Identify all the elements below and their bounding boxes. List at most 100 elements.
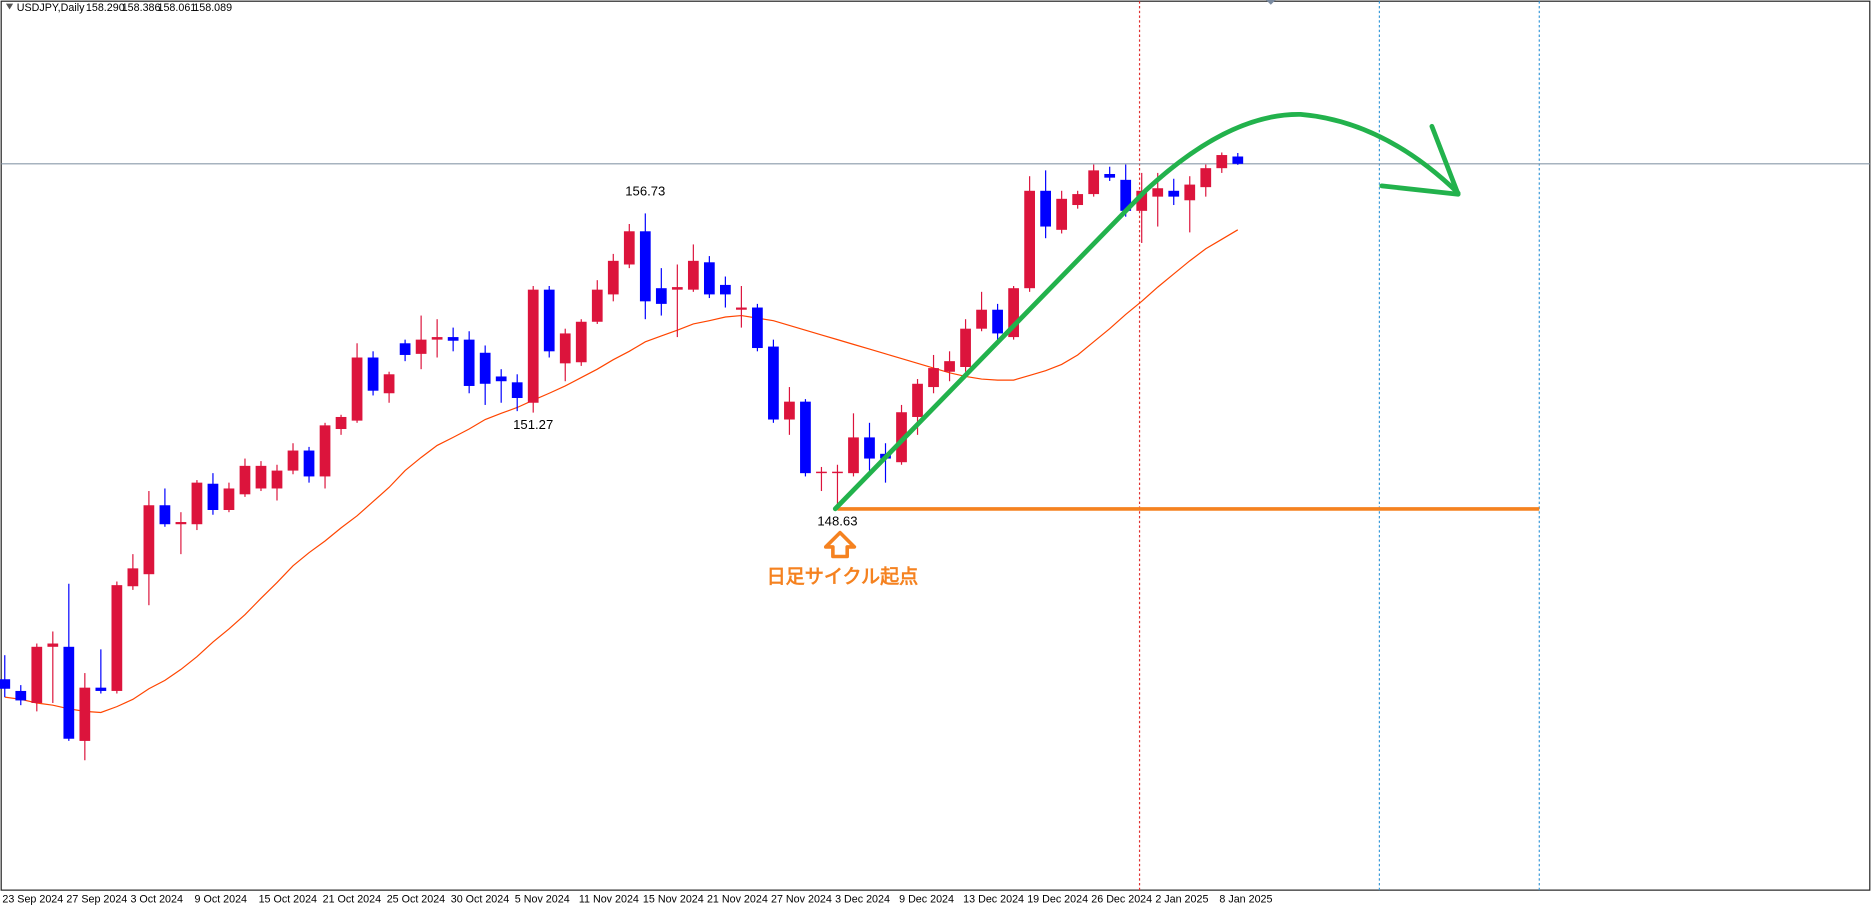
candle-body [1216,155,1228,169]
candle-body [1184,184,1196,201]
candle-body [1232,156,1244,164]
candle-body [1152,188,1164,197]
candle-body [928,368,939,388]
x-tick-label: 21 Oct 2024 [323,893,381,905]
candle-body [431,337,443,340]
candle-body [95,687,107,691]
candle-body [1136,190,1148,211]
quote: 158.386 [122,2,161,14]
moving-average [4,229,1239,714]
candle-body [655,288,667,304]
candle-body [159,505,171,525]
candle-body [960,328,971,367]
candle-body [816,471,827,474]
candle-body [335,416,347,430]
candle-body [1104,174,1116,178]
candle-body [703,262,715,295]
candle-body [1072,194,1084,206]
candle-body [79,687,91,741]
candle-body [912,383,923,417]
arrow-head [1379,123,1461,197]
candle-body [976,309,987,329]
candle-body [383,374,395,394]
x-tick-label: 15 Nov 2024 [643,893,704,905]
candle-body [1040,190,1052,227]
candle-body [768,346,779,420]
x-tick-label: 3 Dec 2024 [835,893,890,905]
candle-body [864,437,875,459]
candle-body [527,289,539,403]
candle-body [255,465,267,489]
candle-body [784,401,795,420]
candle-body [303,450,315,477]
chart-title: USDJPY,Daily [17,2,85,14]
candle-body [63,646,75,739]
candle-body [992,309,1003,334]
candle-body [463,339,475,386]
candle-body [639,231,651,302]
x-tick-label: 13 Dec 2024 [963,893,1024,905]
x-tick-label: 9 Dec 2024 [899,893,954,905]
candle-body [319,425,331,477]
candle-body [223,488,235,510]
x-tick-label: 11 Nov 2024 [579,893,639,905]
candle-body [1120,179,1132,211]
quote: 158.290 [86,2,125,14]
price-label: 156.73 [625,183,665,198]
candle-body [752,307,763,349]
candle-body [543,289,555,352]
candle-body [559,333,571,364]
candle-body [671,287,683,290]
x-tick-label: 15 Oct 2024 [259,893,317,905]
trend-arrow [832,112,1461,512]
candle-body [351,357,363,421]
price-label: 151.27 [513,417,553,432]
candle-body [239,465,251,495]
price-label: 148.63 [817,513,857,528]
candle-body [944,361,955,372]
candle-body [367,357,379,391]
candle-body [271,470,283,489]
trend-drawing [823,112,1461,559]
candle-body [15,690,27,701]
x-tick-label: 27 Sep 2024 [66,893,127,905]
candle-body [687,260,699,290]
x-tick-label: 26 Dec 2024 [1091,893,1152,905]
candle-body [1200,168,1212,188]
x-tick-label: 19 Dec 2024 [1027,893,1088,905]
x-tick-label: 5 Nov 2024 [515,893,570,905]
candle-body [111,585,123,691]
candle-body [1008,288,1019,338]
x-tick-label: 21 Nov 2024 [707,893,768,905]
candle-body [415,339,427,354]
candle-body [47,643,59,647]
candle-body [495,376,507,382]
candle-body [127,568,139,587]
candle-body [623,231,635,265]
candle-body [1024,190,1035,289]
drawings [1138,0,1540,891]
cycle-start-label: 日足サイクル起点 [767,566,919,588]
candle-body [191,482,203,525]
candle-body [31,646,43,703]
candle-body [896,412,907,463]
shift-marker [1266,0,1276,5]
candle-body [848,437,859,474]
menu-icon [5,3,14,10]
x-tick-label: 27 Nov 2024 [771,893,832,905]
candle-body [800,401,811,474]
candle-body [607,260,619,295]
x-tick-label: 2 Jan 2025 [1155,893,1208,905]
candle-body [1056,198,1068,230]
candle-body [575,321,587,363]
x-tick-label: 8 Jan 2025 [1219,893,1272,905]
candle-body [399,343,411,355]
start-arrow [823,530,857,559]
x-tick-label: 25 Oct 2024 [387,893,445,905]
candle-body [207,483,219,510]
candle-body [447,337,459,341]
candle-body [832,471,843,474]
